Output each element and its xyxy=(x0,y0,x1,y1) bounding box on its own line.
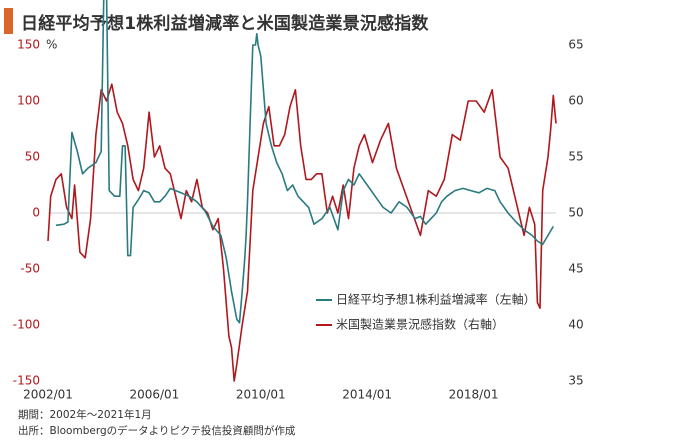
y-left-tick-label: -150 xyxy=(13,374,40,388)
y-left-tick-label: 100 xyxy=(17,94,40,108)
series-line-ism xyxy=(47,83,557,382)
y-left-tick-label: 0 xyxy=(32,206,40,220)
y-right-tick-label: 45 xyxy=(568,262,583,276)
y-right-tick-label: 60 xyxy=(568,94,583,108)
x-tick-label: 2018/01 xyxy=(449,388,499,402)
y-left-unit-label: % xyxy=(46,38,57,52)
y-right-tick-label: 50 xyxy=(568,206,583,220)
x-tick-label: 2006/01 xyxy=(129,388,179,402)
x-tick-label: 2014/01 xyxy=(342,388,392,402)
y-left-tick-label: 50 xyxy=(25,150,40,164)
footnote-source: 出所：Bloombergのデータよりピクテ投信投資顧問が作成 xyxy=(18,425,296,437)
chart-title: 日経平均予想1株利益増減率と米国製造業景況感指数 xyxy=(4,8,429,34)
y-left-tick-label: -50 xyxy=(20,262,40,276)
legend-label: 米国製造業景況感指数（右軸） xyxy=(336,317,504,332)
title-accent-bar xyxy=(4,8,13,34)
legend-label: 日経平均予想1株利益増減率（左軸） xyxy=(336,292,536,307)
y-right-tick-label: 65 xyxy=(568,38,583,52)
x-tick-label: 2002/01 xyxy=(23,388,73,402)
y-right-tick-label: 55 xyxy=(568,150,583,164)
chart-title-text: 日経平均予想1株利益増減率と米国製造業景況感指数 xyxy=(21,13,429,34)
series-line-eps xyxy=(55,0,554,324)
y-left-tick-label: -100 xyxy=(13,318,40,332)
x-tick-label: 2010/01 xyxy=(236,388,286,402)
y-right-tick-label: 40 xyxy=(568,318,583,332)
y-right-tick-label: 35 xyxy=(568,374,583,388)
footnote-period: 期間：2002年～2021年1月 xyxy=(18,409,152,421)
y-left-tick-label: 150 xyxy=(17,38,40,52)
